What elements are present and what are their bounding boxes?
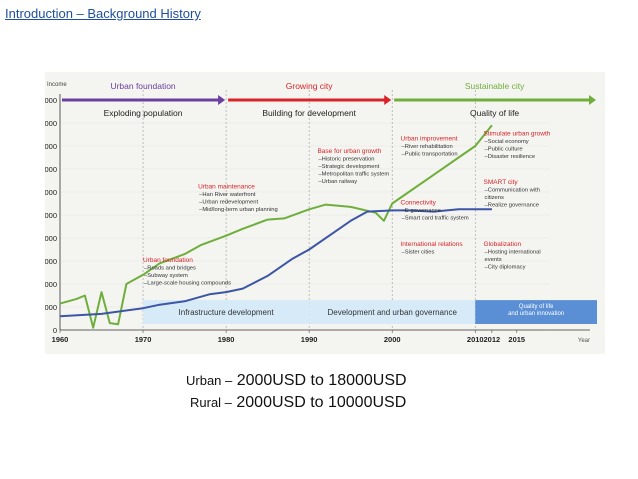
annotation-title: Urban improvement xyxy=(401,135,458,142)
annotation-line: –Roads and bridges xyxy=(144,266,196,272)
y-tick-label: 18000 xyxy=(45,119,57,128)
x-tick-label: 1960 xyxy=(52,335,69,344)
era-arrowhead xyxy=(589,95,596,105)
annotation-line: –Hosting international xyxy=(485,250,541,256)
y-tick-label: 10000 xyxy=(45,211,57,220)
y-axis-title: Income xyxy=(47,82,67,88)
urban-value: 2000USD to 18000USD xyxy=(232,372,407,389)
urban-income-caption: Urban – 2000USD to 18000USD xyxy=(186,372,407,390)
era-label: Urban foundation xyxy=(110,81,175,91)
urban-label: Urban – xyxy=(186,373,233,388)
annotation-line: –E-governance xyxy=(402,208,441,214)
phase-band xyxy=(309,300,476,324)
x-tick-label: 1980 xyxy=(218,335,235,344)
rural-label: Rural – xyxy=(190,395,232,410)
annotation-line: –Urban railway xyxy=(318,179,357,185)
era-sublabel: Exploding population xyxy=(104,108,183,118)
annotation-title: Urban foundation xyxy=(143,257,193,264)
annotation-line: –River rehabilitation xyxy=(402,144,453,150)
annotation-line: –Urban redevelopment xyxy=(199,200,258,206)
annotation-line: –Realize governance xyxy=(485,202,539,208)
rural-value: 2000USD to 10000USD xyxy=(231,394,407,411)
x-tick-label: 2010 xyxy=(467,335,484,344)
y-tick-label: 0 xyxy=(53,326,57,335)
slide-title: Introduction – Background History xyxy=(5,6,201,21)
annotation-title: Urban maintenance xyxy=(198,184,255,191)
y-tick-label: 14000 xyxy=(45,165,57,174)
annotation-line: –Smart card traffic system xyxy=(402,216,469,222)
era-arrowhead xyxy=(218,95,226,105)
annotation-line: –Han River waterfront xyxy=(199,192,256,198)
annotation-line: –Public transportation xyxy=(402,151,458,157)
x-tick-label: 2012 xyxy=(484,335,501,344)
income-history-chart: 0 2000 4000 6000 8000 10000 12000 14000 16000 180… xyxy=(45,72,605,354)
annotation-line: –Metropolitan traffic system xyxy=(318,171,389,177)
phase-band xyxy=(143,300,310,324)
annotation-line: –Large-scale housing compounds xyxy=(144,281,231,287)
era-sublabel: Quality of life xyxy=(470,108,519,118)
annotation-title: Base for urban growth xyxy=(317,148,381,155)
y-tick-label: 8000 xyxy=(45,234,57,243)
era-sublabel: Building for development xyxy=(262,108,356,118)
annotation-line: –Subway system xyxy=(144,273,188,279)
annotation-line: –Mid/long-term urban planning xyxy=(199,207,278,213)
x-tick-label: 2015 xyxy=(508,335,525,344)
annotation-title: SMART city xyxy=(484,179,519,186)
era-label: Sustainable city xyxy=(465,81,525,91)
annotation-line: events xyxy=(485,257,502,263)
x-tick-label: 1990 xyxy=(301,335,318,344)
annotation-line: –Historic preservation xyxy=(318,156,374,162)
y-tick-label: 12000 xyxy=(45,188,57,197)
annotation-line: –Strategic development xyxy=(318,164,379,170)
x-tick-label: 2000 xyxy=(384,335,401,344)
series-line-rural xyxy=(59,208,492,318)
era-arrowhead xyxy=(384,95,392,105)
annotation-line: –Social economy xyxy=(485,139,529,145)
era-label: Growing city xyxy=(286,81,334,91)
y-tick-label: 6000 xyxy=(45,257,57,266)
phase-band xyxy=(475,300,597,324)
phase-band-label: Development and urban governance xyxy=(327,308,457,317)
y-tick-label: 16000 xyxy=(45,142,57,151)
phase-band-label: and urban innovation xyxy=(508,311,564,317)
phase-band-label: Infrastructure development xyxy=(179,308,275,317)
y-tick-label: 20000 xyxy=(45,96,57,105)
annotation-line: –Communication with xyxy=(485,187,540,193)
phase-band-label: Quality of life xyxy=(519,304,554,310)
x-axis-title: Year xyxy=(578,338,590,344)
annotation-line: –Disaster resilience xyxy=(485,154,536,160)
annotation-line: –City diplomacy xyxy=(485,265,526,271)
series-line-urban xyxy=(59,124,493,329)
y-tick-label: 4000 xyxy=(45,280,57,289)
rural-income-caption: Rural – 2000USD to 10000USD xyxy=(190,394,406,412)
annotation-line: citizens xyxy=(485,195,504,201)
annotation-title: International relations xyxy=(401,241,464,248)
annotation-line: –Public culture xyxy=(485,147,523,153)
annotation-title: Connectivity xyxy=(401,200,437,207)
annotation-title: Stimulate urban growth xyxy=(484,131,551,138)
annotation-title: Globalization xyxy=(484,241,522,248)
x-tick-label: 1970 xyxy=(135,335,152,344)
annotation-line: –Sister cities xyxy=(402,250,435,256)
y-tick-label: 2000 xyxy=(45,303,57,312)
